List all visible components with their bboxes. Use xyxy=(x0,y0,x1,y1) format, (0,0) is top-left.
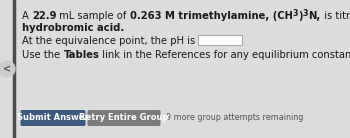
Text: is titrated with: is titrated with xyxy=(321,11,350,21)
Text: Use the: Use the xyxy=(22,50,63,60)
Text: <: < xyxy=(3,64,11,74)
Text: N,: N, xyxy=(308,11,321,21)
Text: link in the References for any equilibrium constants that are required.: link in the References for any equilibri… xyxy=(99,50,350,60)
FancyBboxPatch shape xyxy=(198,35,242,45)
Text: 3: 3 xyxy=(293,10,298,18)
Text: At the equivalence point, the pH is: At the equivalence point, the pH is xyxy=(22,36,195,46)
Text: 0.263 M trimethylamine, (CH: 0.263 M trimethylamine, (CH xyxy=(130,11,293,21)
Text: A: A xyxy=(22,11,32,21)
Text: 3: 3 xyxy=(303,10,308,18)
Text: hydrobromic acid.: hydrobromic acid. xyxy=(22,23,124,33)
Text: mL sample of: mL sample of xyxy=(56,11,130,21)
Circle shape xyxy=(0,61,15,77)
FancyBboxPatch shape xyxy=(21,110,85,126)
Text: Submit Answer: Submit Answer xyxy=(17,113,89,122)
Text: 22.9: 22.9 xyxy=(32,11,56,21)
Text: 9 more group attempts remaining: 9 more group attempts remaining xyxy=(166,113,303,122)
Text: ): ) xyxy=(298,11,303,21)
Text: Retry Entire Group: Retry Entire Group xyxy=(79,113,169,122)
FancyBboxPatch shape xyxy=(88,110,161,126)
Text: Tables: Tables xyxy=(63,50,99,60)
